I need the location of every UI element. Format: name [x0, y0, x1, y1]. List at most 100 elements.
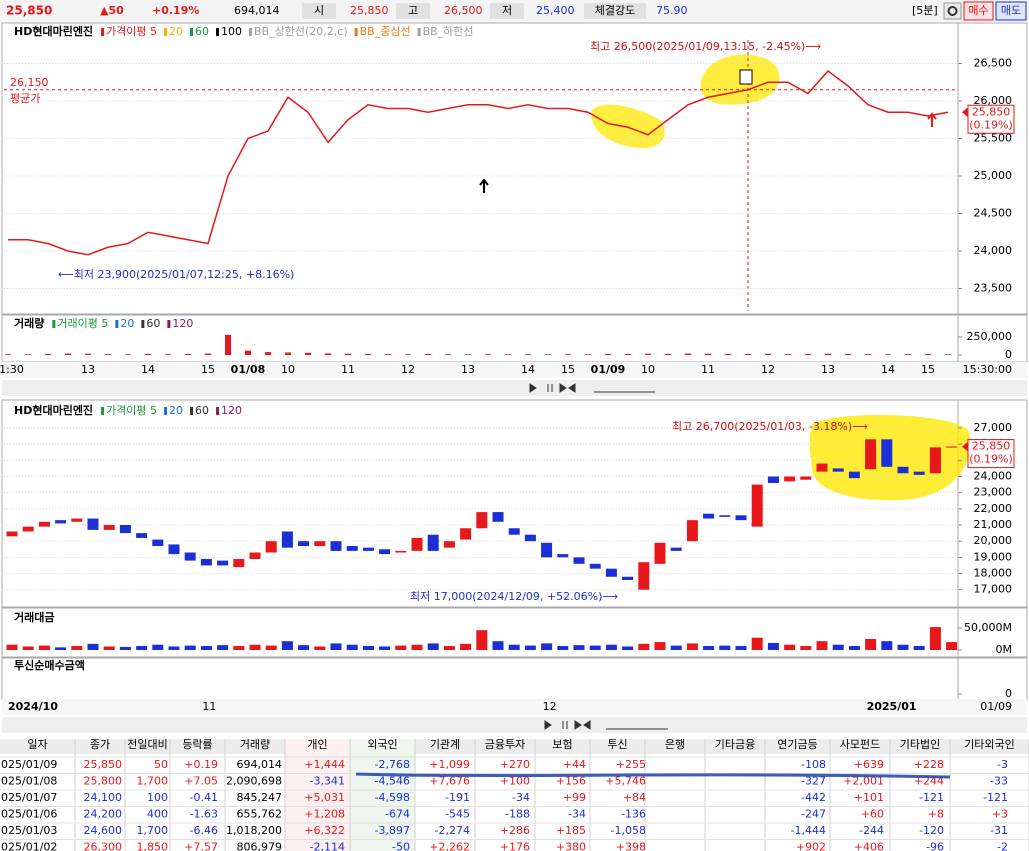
x-end-label: 01/09: [980, 700, 1012, 713]
bar: [589, 645, 601, 650]
bar: [767, 642, 779, 650]
y-tick-label: 50,000M: [964, 621, 1012, 634]
price-tag-arrow: [962, 107, 968, 118]
bar: [805, 353, 811, 355]
table-header: [0, 736, 1029, 754]
price-panel: [1, 22, 1028, 315]
bar: [427, 643, 439, 650]
column-header: 개인: [307, 738, 327, 751]
table-cell: -188: [505, 808, 530, 821]
candle-body: [330, 541, 342, 551]
table-cell: +380: [556, 841, 586, 851]
scroll-controls[interactable]: [544, 720, 591, 730]
column-header: 외국인: [367, 738, 397, 751]
table-cell: -3: [997, 758, 1008, 771]
legend-swatch: [52, 320, 56, 328]
y-tick-label: 0: [1005, 687, 1012, 700]
table-cell: 400: [147, 808, 168, 821]
y-tick-label: 20,000: [974, 534, 1013, 547]
buy-button[interactable]: [963, 1, 994, 21]
high-label: 고: [408, 4, 418, 17]
bar: [865, 638, 877, 650]
candle-body: [557, 554, 569, 558]
table-cell: -136: [621, 808, 646, 821]
panel-title: 거래량: [14, 316, 44, 330]
bar: [395, 645, 407, 650]
bar: [165, 354, 171, 355]
table-cell: -1,058: [611, 824, 646, 837]
candle-body: [524, 534, 536, 542]
column-header: 전일대비: [127, 737, 167, 751]
candle-body: [233, 558, 245, 568]
table-cell: +60: [861, 808, 884, 821]
candle-body: [589, 563, 601, 569]
table-cell: -108: [801, 758, 826, 771]
table-cell: 1,700: [137, 824, 169, 837]
bar: [233, 646, 245, 650]
bar: [205, 353, 211, 355]
scroll-bar[interactable]: [2, 717, 1027, 733]
table-cell: -121: [983, 791, 1008, 804]
candle-body: [929, 447, 941, 474]
bar: [845, 353, 851, 355]
legend-swatch: [115, 320, 119, 328]
scroll-bar[interactable]: [2, 380, 1027, 396]
legend-swatch: [101, 407, 105, 415]
bar: [925, 353, 931, 355]
bar: [136, 646, 148, 650]
candle-body: [443, 541, 455, 548]
table-cell: 1,700: [137, 775, 169, 788]
bar: [425, 353, 431, 355]
candle-body: [22, 526, 34, 532]
legend-label: 60: [195, 404, 209, 417]
table-cell: -3,341: [310, 775, 345, 788]
settings-button[interactable]: [943, 2, 962, 20]
table-cell: 806,979: [237, 841, 283, 851]
table-cell: -3,897: [375, 824, 410, 837]
table-cell: -0.41: [190, 791, 218, 804]
open-price: 25,850: [350, 4, 389, 17]
price-line: [8, 69, 949, 256]
table-cell: -96: [926, 841, 944, 851]
label-box: [490, 3, 524, 19]
x-tick-label: 14: [141, 363, 155, 376]
bar: [185, 353, 191, 355]
table-cell: 1,018,200: [226, 824, 282, 837]
column-header: 투신: [607, 738, 627, 751]
sell-button[interactable]: [995, 1, 1027, 21]
candle-body: [832, 468, 844, 472]
bar: [103, 646, 115, 650]
candle-body: [217, 560, 229, 566]
y-tick-label: 26,000: [974, 94, 1013, 107]
table-cell: 2025/01/09: [0, 758, 57, 771]
bar: [885, 354, 891, 355]
annotation: ⟵최저 23,900(2025/01/07,12:25, +8.16%): [58, 268, 294, 281]
foreign-column: [350, 736, 415, 851]
y-tick-label: 250,000: [967, 330, 1013, 343]
bar: [87, 643, 99, 650]
table-cell: +270: [500, 758, 530, 771]
change-rate: +0.19%: [152, 4, 199, 17]
bar: [524, 645, 536, 650]
legend-label: 거래이평 5: [57, 317, 108, 330]
bar: [25, 354, 31, 355]
bar: [55, 647, 67, 650]
bar: [362, 646, 374, 650]
column-header: 거래량: [240, 738, 270, 751]
column-header: 종가: [90, 738, 110, 751]
candle-body: [346, 546, 358, 551]
bar: [605, 353, 611, 355]
x-tick-label: 12: [543, 700, 557, 713]
table-cell: 655,762: [237, 808, 283, 821]
interval[interactable]: [5분]: [912, 4, 938, 17]
bar: [929, 627, 941, 650]
candle-body: [460, 528, 472, 540]
personal-column: [285, 736, 350, 851]
open-label: 시: [314, 4, 324, 17]
scroll-controls[interactable]: [529, 383, 576, 393]
candle-body: [71, 518, 83, 522]
legend-swatch: [249, 28, 253, 36]
bar: [325, 353, 331, 355]
table-cell: +2,001: [843, 775, 884, 788]
candle-body: [38, 521, 50, 527]
